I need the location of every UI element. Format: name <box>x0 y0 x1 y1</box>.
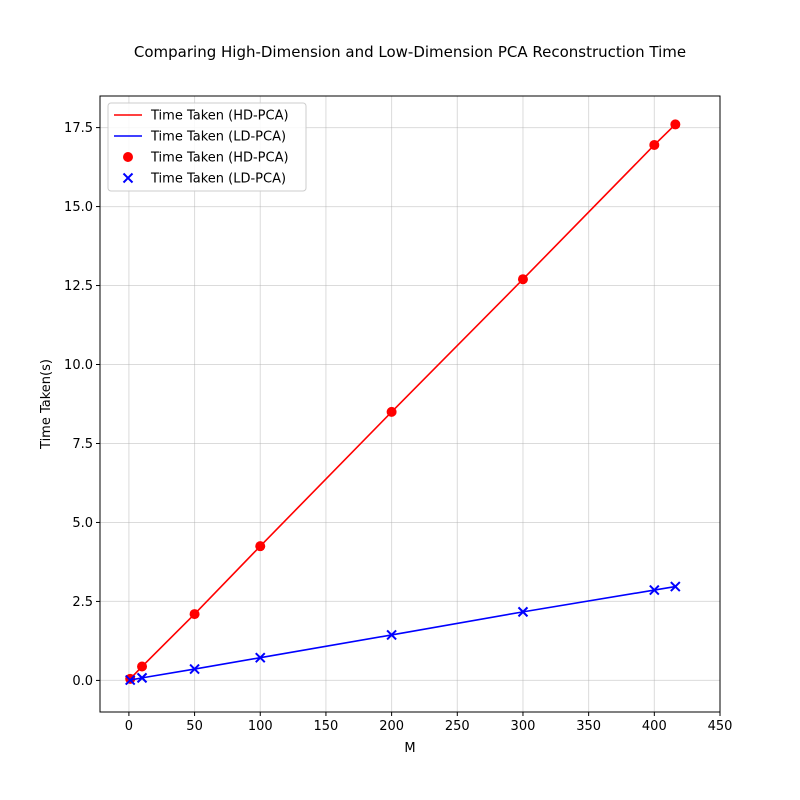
y-tick-label: 2.5 <box>72 595 93 610</box>
data-point-ld-pca <box>255 652 266 663</box>
data-point-ld-pca <box>670 581 681 592</box>
data-point-hd-pca <box>649 139 660 150</box>
y-tick-label: 7.5 <box>72 437 93 452</box>
x-axis-label: M <box>404 741 415 756</box>
y-tick-label: 17.5 <box>64 121 93 136</box>
y-tick-label: 15.0 <box>64 200 93 215</box>
x-tick-label: 250 <box>445 719 470 734</box>
data-point-hd-pca <box>517 274 528 285</box>
data-point-hd-pca <box>386 406 397 417</box>
x-marker-stroke <box>649 584 660 596</box>
data-point-hd-pca <box>255 541 266 552</box>
data-point-ld-pca <box>649 584 660 596</box>
plot-area-frame <box>99 95 721 713</box>
legend: Time Taken (HD-PCA) Time Taken (LD-PCA) Ti… <box>107 102 307 192</box>
y-tick-label: 12.5 <box>64 279 93 294</box>
x-marker-stroke <box>125 674 136 686</box>
y-axis-label: Time Taken(s) <box>39 359 54 450</box>
x-tick-label: 450 <box>708 719 733 734</box>
legend-label: Time Taken (LD-PCA) <box>150 172 286 187</box>
x-marker-stroke <box>189 663 200 675</box>
data-point-hd-pca <box>670 119 681 130</box>
x-tick-label: 200 <box>379 719 404 734</box>
data-point-hd-pca <box>137 661 148 672</box>
x-tick-label: 0 <box>125 719 133 734</box>
x-tick-label: 300 <box>511 719 536 734</box>
y-tick-label: 10.0 <box>64 358 93 373</box>
x-marker-stroke <box>122 172 134 184</box>
series-line-ld-pca <box>130 585 676 681</box>
series-layer <box>125 119 681 686</box>
x-marker-stroke <box>136 672 148 684</box>
x-tick-label: 400 <box>642 719 667 734</box>
legend-circle-swatch <box>123 152 133 162</box>
x-tick-label: 150 <box>314 719 339 734</box>
data-point-ld-pca <box>386 629 397 641</box>
data-point-hd-pca <box>189 609 200 620</box>
x-marker-stroke <box>670 581 681 592</box>
legend-box <box>107 102 307 192</box>
data-point-ld-pca <box>517 606 529 618</box>
data-point-ld-pca <box>125 674 136 686</box>
x-marker-stroke <box>255 652 266 663</box>
legend-label: Time Taken (LD-PCA) <box>150 130 286 145</box>
data-point-ld-pca <box>189 663 200 675</box>
legend-label: Time Taken (HD-PCA) <box>150 109 289 124</box>
chart-title: Comparing High-Dimension and Low-Dimensi… <box>134 43 686 61</box>
x-tick-label: 50 <box>186 719 203 734</box>
x-marker-stroke <box>386 629 397 641</box>
data-point-ld-pca <box>136 672 148 684</box>
series-line-hd-pca <box>129 123 676 680</box>
legend-x-swatch <box>122 172 134 184</box>
y-tick-label: 0.0 <box>72 674 93 689</box>
ticks: 0 50 100 150 200 250 300 350 400 450 0.0 2.5 5.0 7.5 1… <box>64 121 732 734</box>
x-tick-label: 350 <box>576 719 601 734</box>
y-tick-label: 5.0 <box>72 516 93 531</box>
x-marker-stroke <box>517 606 529 618</box>
legend-label: Time Taken (HD-PCA) <box>150 151 289 166</box>
x-tick-label: 100 <box>248 719 273 734</box>
